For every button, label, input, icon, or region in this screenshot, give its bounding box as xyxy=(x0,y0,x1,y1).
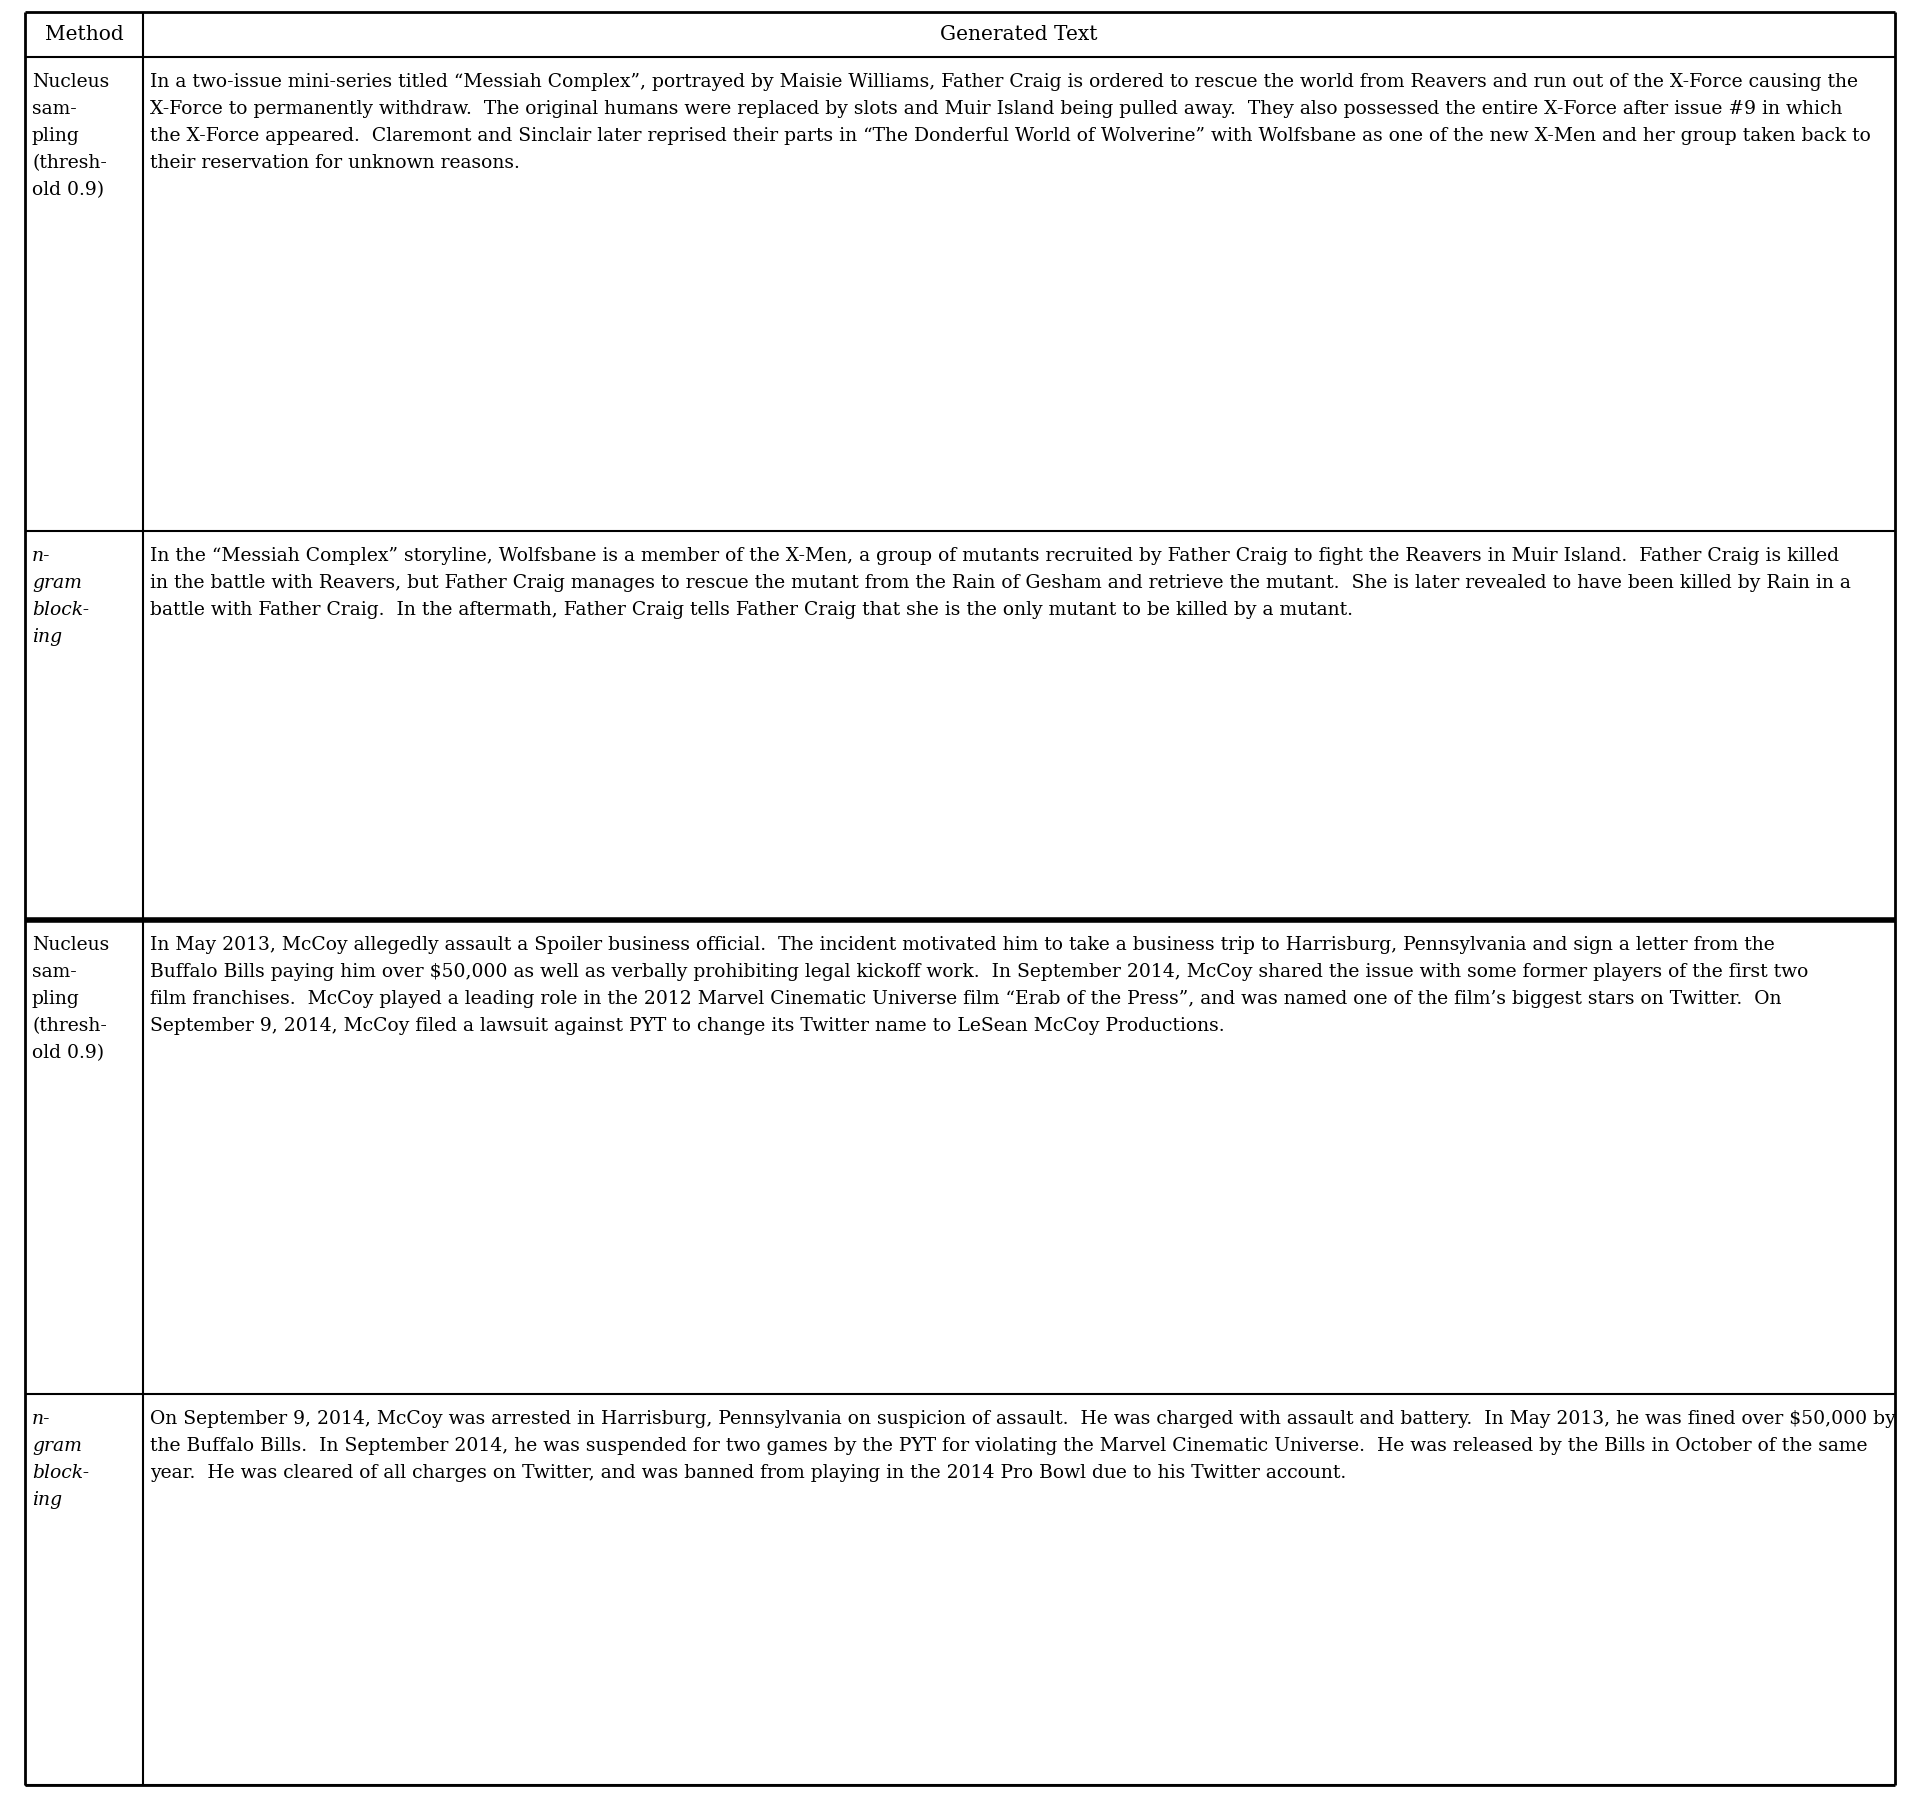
Text: ing: ing xyxy=(33,1492,61,1509)
Text: old 0.9): old 0.9) xyxy=(33,1044,104,1062)
Text: ing: ing xyxy=(33,629,61,647)
Text: Nucleus: Nucleus xyxy=(33,936,109,954)
Text: their reservation for unknown reasons.: their reservation for unknown reasons. xyxy=(150,155,520,173)
Text: (thresh-: (thresh- xyxy=(33,1017,108,1035)
Text: X-Force to permanently withdraw.  The original humans were replaced by slots and: X-Force to permanently withdraw. The ori… xyxy=(150,101,1843,119)
Text: gram: gram xyxy=(33,1438,83,1456)
Text: pling: pling xyxy=(33,990,81,1008)
Text: in the battle with Reavers, but Father Craig manages to rescue the mutant from t: in the battle with Reavers, but Father C… xyxy=(150,573,1851,591)
Text: old 0.9): old 0.9) xyxy=(33,181,104,199)
Text: gram: gram xyxy=(33,573,83,591)
Text: year.  He was cleared of all charges on Twitter, and was banned from playing in : year. He was cleared of all charges on T… xyxy=(150,1465,1346,1483)
Text: Nucleus: Nucleus xyxy=(33,72,109,92)
Text: block-: block- xyxy=(33,1465,88,1483)
Bar xyxy=(25,13,1895,58)
Text: block-: block- xyxy=(33,602,88,620)
Text: the Buffalo Bills.  In September 2014, he was suspended for two games by the PYT: the Buffalo Bills. In September 2014, he… xyxy=(150,1438,1868,1456)
Text: In a two-issue mini-series titled “Messiah Complex”, portrayed by Maisie William: In a two-issue mini-series titled “Messi… xyxy=(150,72,1859,92)
Bar xyxy=(25,58,1895,530)
Text: (thresh-: (thresh- xyxy=(33,155,108,173)
Text: On September 9, 2014, McCoy was arrested in Harrisburg, Pennsylvania on suspicio: On September 9, 2014, McCoy was arrested… xyxy=(150,1411,1895,1429)
Text: battle with Father Craig.  In the aftermath, Father Craig tells Father Craig tha: battle with Father Craig. In the afterma… xyxy=(150,602,1354,620)
Text: Generated Text: Generated Text xyxy=(941,25,1098,43)
Text: sam-: sam- xyxy=(33,101,77,119)
Text: In May 2013, McCoy allegedly assault a Spoiler business official.  The incident : In May 2013, McCoy allegedly assault a S… xyxy=(150,936,1774,954)
Text: Method: Method xyxy=(44,25,123,43)
Text: n-: n- xyxy=(33,546,50,564)
Text: Buffalo Bills paying him over $50,000 as well as verbally prohibiting legal kick: Buffalo Bills paying him over $50,000 as… xyxy=(150,963,1809,981)
Bar xyxy=(25,1394,1895,1784)
Bar xyxy=(25,920,1895,1394)
Text: sam-: sam- xyxy=(33,963,77,981)
Text: the X-Force appeared.  Claremont and Sinclair later reprised their parts in “The: the X-Force appeared. Claremont and Sinc… xyxy=(150,128,1870,146)
Text: In the “Messiah Complex” storyline, Wolfsbane is a member of the X-Men, a group : In the “Messiah Complex” storyline, Wolf… xyxy=(150,546,1839,564)
Bar xyxy=(25,530,1895,920)
Text: September 9, 2014, McCoy filed a lawsuit against PYT to change its Twitter name : September 9, 2014, McCoy filed a lawsuit… xyxy=(150,1017,1225,1035)
Text: pling: pling xyxy=(33,128,81,146)
Text: film franchises.  McCoy played a leading role in the 2012 Marvel Cinematic Unive: film franchises. McCoy played a leading … xyxy=(150,990,1782,1008)
Text: n-: n- xyxy=(33,1411,50,1429)
